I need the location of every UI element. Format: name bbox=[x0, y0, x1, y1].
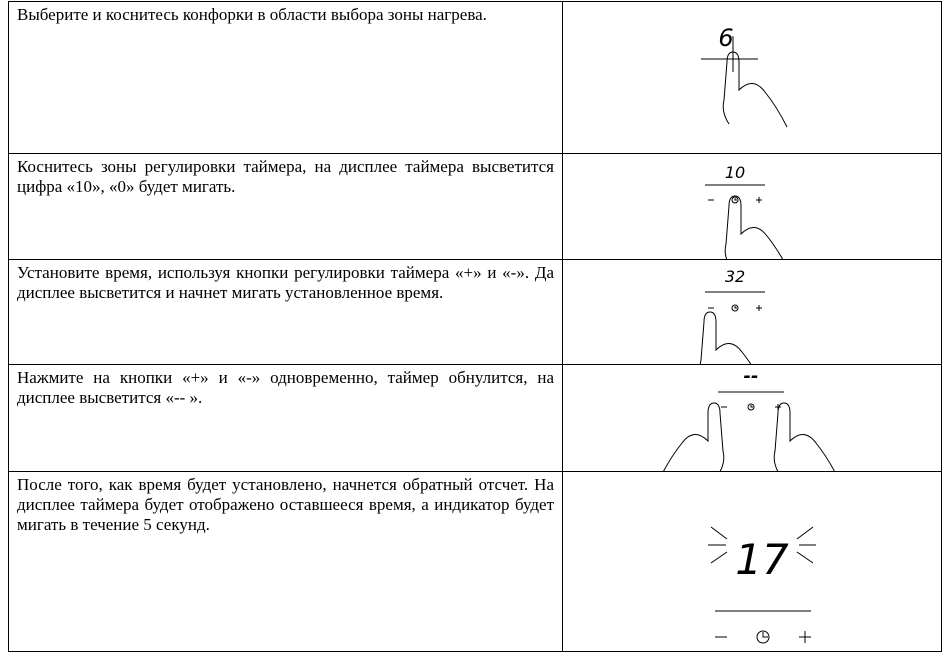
table-row: Установите время, используя кнопки регул… bbox=[8, 259, 942, 365]
illustration: 32 bbox=[699, 267, 765, 364]
display-digit: 17 bbox=[735, 535, 789, 584]
table-row: Выберите и коснитесь конфорки в области … bbox=[8, 1, 942, 154]
illustration-cell: 17 bbox=[562, 471, 942, 652]
instruction-table: Выберите и коснитесь конфорки в области … bbox=[8, 1, 942, 652]
plus-icon bbox=[756, 197, 762, 203]
hand bbox=[724, 195, 784, 259]
clock-hands bbox=[734, 306, 737, 309]
illustration-cell: 10 bbox=[562, 153, 942, 260]
clock-hands bbox=[734, 198, 737, 201]
table-row: Коснитесь зоны регулировки таймера, на д… bbox=[8, 153, 942, 260]
instruction-text: Установите время, используя кнопки регул… bbox=[8, 259, 563, 365]
clock-icon bbox=[731, 196, 739, 204]
illustration-cell: -- bbox=[562, 364, 942, 472]
plus-icon bbox=[799, 631, 811, 643]
clock-icon bbox=[747, 403, 755, 411]
hand bbox=[663, 402, 725, 471]
instruction-text: После того, как время будет установлено,… bbox=[8, 471, 563, 652]
display-digit: -- bbox=[744, 366, 759, 387]
instruction-text: Коснитесь зоны регулировки таймера, на д… bbox=[8, 153, 563, 260]
hand bbox=[773, 402, 835, 471]
clock-icon bbox=[731, 304, 739, 312]
illustration-cell: 32 bbox=[562, 259, 942, 365]
table-row: Нажмите на кнопки «+» и «-» одновременно… bbox=[8, 364, 942, 472]
table-row: После того, как время будет установлено,… bbox=[8, 471, 942, 652]
illustration: 17 bbox=[708, 526, 816, 644]
blink-rays bbox=[708, 526, 816, 564]
clock-hands bbox=[750, 405, 753, 408]
display-digit: 6 bbox=[718, 24, 733, 52]
display-digit: 10 bbox=[725, 163, 745, 182]
illustration: -- bbox=[663, 366, 835, 471]
hand bbox=[699, 311, 752, 364]
display-digit: 32 bbox=[725, 267, 745, 286]
illustration: 10 bbox=[705, 163, 784, 259]
clock-hands bbox=[762, 632, 768, 638]
instruction-text: Выберите и коснитесь конфорки в области … bbox=[8, 1, 563, 154]
plus-icon bbox=[756, 305, 762, 311]
clock-icon bbox=[756, 630, 770, 644]
instruction-text: Нажмите на кнопки «+» и «-» одновременно… bbox=[8, 364, 563, 472]
illustration-cell: 6 bbox=[562, 1, 942, 154]
hand bbox=[722, 51, 788, 128]
table-body: Выберите и коснитесь конфорки в области … bbox=[8, 1, 942, 652]
illustration: 6 bbox=[701, 24, 788, 128]
